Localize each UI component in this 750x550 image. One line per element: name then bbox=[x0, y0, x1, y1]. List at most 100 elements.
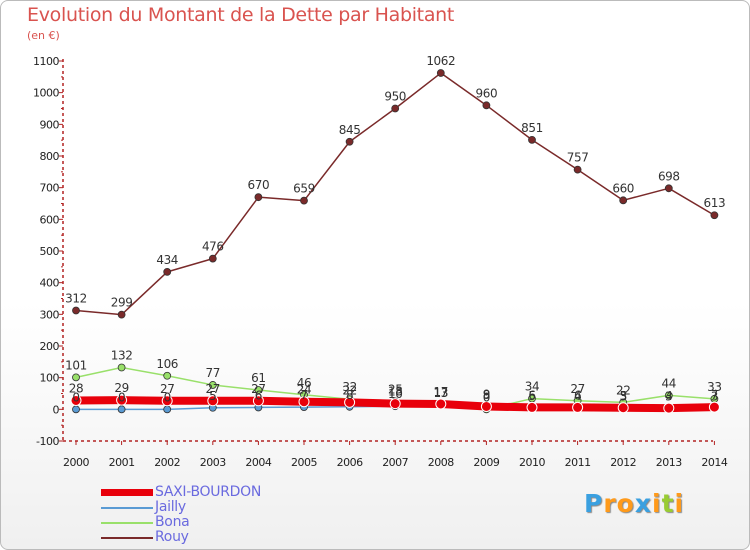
data-point-saxi-bourdon bbox=[389, 398, 401, 410]
data-point-rouy bbox=[72, 306, 80, 315]
data-label-saxi-bourdon: 29 bbox=[114, 381, 128, 395]
data-label-saxi-bourdon: 28 bbox=[69, 381, 83, 395]
data-label-rouy: 845 bbox=[339, 123, 361, 137]
data-label-saxi-bourdon: 17 bbox=[434, 385, 448, 399]
legend-label: Bona bbox=[155, 514, 190, 530]
data-label-bona: 61 bbox=[251, 371, 265, 385]
data-label-saxi-bourdon: 27 bbox=[251, 382, 265, 396]
data-label-rouy: 299 bbox=[111, 296, 133, 310]
x-tick-label: 2007 bbox=[382, 456, 408, 469]
data-point-saxi-bourdon bbox=[344, 396, 356, 408]
data-point-rouy bbox=[436, 69, 445, 77]
data-label-rouy: 960 bbox=[476, 86, 498, 100]
x-tick-label: 2008 bbox=[428, 456, 454, 469]
logo-letter: t bbox=[661, 489, 675, 518]
data-label-saxi-bourdon: 7 bbox=[711, 388, 718, 402]
data-point-jailly bbox=[72, 405, 80, 414]
data-point-saxi-bourdon bbox=[663, 402, 675, 414]
y-tick-label: -100 bbox=[36, 435, 59, 448]
legend-item: Jailly bbox=[101, 499, 401, 515]
data-label-bona: 22 bbox=[616, 383, 630, 397]
data-label-saxi-bourdon: 27 bbox=[160, 382, 174, 396]
data-label-rouy: 670 bbox=[248, 178, 270, 192]
data-point-rouy bbox=[254, 193, 263, 202]
data-label-jailly: 0 bbox=[164, 390, 171, 404]
x-tick-label: 2009 bbox=[473, 456, 499, 469]
data-label-bona: 0 bbox=[483, 390, 490, 404]
data-label-rouy: 476 bbox=[202, 240, 224, 254]
data-label-saxi-bourdon: 6 bbox=[528, 388, 535, 402]
data-label-rouy: 757 bbox=[567, 151, 589, 165]
data-point-saxi-bourdon bbox=[298, 396, 310, 408]
data-point-saxi-bourdon bbox=[161, 395, 173, 407]
legend-swatch bbox=[101, 489, 153, 496]
legend-label: Rouy bbox=[155, 529, 189, 545]
data-label-jailly: 0 bbox=[72, 390, 79, 404]
data-label-bona: 33 bbox=[707, 380, 721, 394]
data-label-jailly: 0 bbox=[118, 390, 125, 404]
data-label-rouy: 851 bbox=[521, 121, 543, 135]
y-tick-label: 400 bbox=[40, 277, 60, 290]
y-tick-label: 1100 bbox=[33, 55, 59, 68]
x-tick-label: 2001 bbox=[109, 456, 135, 469]
data-label-rouy: 613 bbox=[704, 196, 726, 210]
logo-letter: o bbox=[616, 489, 635, 518]
data-label-jailly: 3 bbox=[711, 389, 718, 403]
data-point-rouy bbox=[117, 310, 126, 319]
data-point-saxi-bourdon bbox=[70, 394, 82, 406]
data-point-saxi-bourdon bbox=[572, 401, 584, 413]
chart-legend: SAXI-BOURDON Jailly Bona Rouy bbox=[101, 484, 401, 545]
data-label-bona: 101 bbox=[65, 358, 87, 372]
data-point-jailly bbox=[117, 405, 126, 414]
data-point-jailly bbox=[163, 405, 172, 414]
x-tick-label: 2003 bbox=[200, 456, 226, 469]
data-point-saxi-bourdon bbox=[207, 395, 219, 407]
data-label-jailly: 13 bbox=[434, 386, 448, 400]
x-tick-label: 2004 bbox=[245, 456, 271, 469]
y-tick-label: 1000 bbox=[33, 87, 59, 100]
x-tick-label: 2012 bbox=[610, 456, 636, 469]
logo-letter: i bbox=[674, 489, 685, 518]
y-tick-label: 900 bbox=[40, 118, 60, 131]
x-tick-label: 2013 bbox=[656, 456, 682, 469]
chart-title: Evolution du Montant de la Dette par Hab… bbox=[27, 4, 455, 26]
y-tick-label: 600 bbox=[40, 213, 60, 226]
data-label-saxi-bourdon: 5 bbox=[620, 389, 627, 403]
x-tick-label: 2002 bbox=[154, 456, 180, 469]
data-label-jailly: 4 bbox=[574, 389, 581, 403]
data-label-bona: 32 bbox=[342, 380, 356, 394]
data-label-bona: 44 bbox=[662, 376, 676, 390]
data-label-jailly: 10 bbox=[388, 387, 402, 401]
x-tick-label: 2006 bbox=[337, 456, 363, 469]
data-point-rouy bbox=[664, 184, 673, 193]
x-tick-label: 2010 bbox=[519, 456, 545, 469]
data-label-rouy: 698 bbox=[658, 169, 680, 183]
data-point-bona bbox=[664, 391, 673, 400]
data-point-rouy bbox=[391, 104, 400, 113]
data-label-saxi-bourdon: 22 bbox=[342, 383, 356, 397]
logo-letter: i bbox=[652, 489, 662, 518]
data-point-saxi-bourdon bbox=[617, 402, 629, 414]
data-label-bona: 132 bbox=[111, 349, 133, 363]
data-label-jailly: 3 bbox=[620, 389, 627, 403]
logo-letter: r bbox=[603, 489, 617, 518]
legend-item: SAXI-BOURDON bbox=[101, 484, 401, 500]
data-label-bona: 77 bbox=[206, 366, 220, 380]
data-point-saxi-bourdon bbox=[708, 401, 720, 413]
proxiti-logo: Proxiti bbox=[584, 489, 684, 518]
y-tick-label: 700 bbox=[40, 182, 60, 195]
data-label-bona: 25 bbox=[388, 382, 402, 396]
data-point-rouy bbox=[573, 165, 582, 174]
data-point-rouy bbox=[345, 137, 354, 146]
y-tick-label: 800 bbox=[40, 150, 60, 163]
data-label-saxi-bourdon: 4 bbox=[665, 389, 672, 403]
data-label-rouy: 434 bbox=[156, 253, 178, 267]
data-point-bona bbox=[163, 371, 172, 380]
data-label-jailly: 3 bbox=[665, 389, 672, 403]
legend-label: Jailly bbox=[155, 499, 186, 515]
data-point-rouy bbox=[710, 211, 719, 220]
y-tick-label: 0 bbox=[53, 403, 60, 416]
data-label-bona: 46 bbox=[297, 376, 311, 390]
